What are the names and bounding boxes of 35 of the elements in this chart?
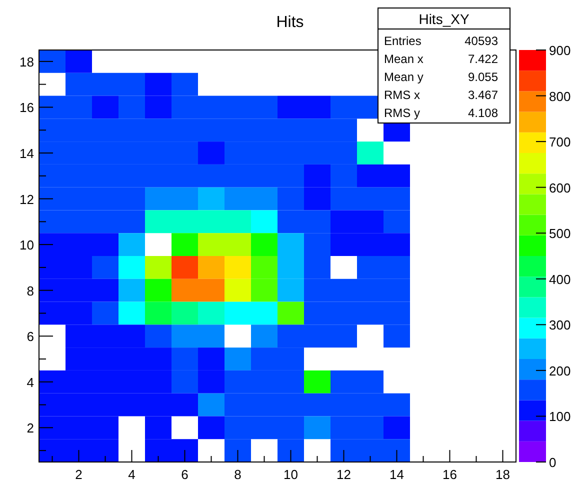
y-tick-label: 10	[20, 238, 34, 253]
x-tick-label: 12	[336, 467, 351, 482]
x-tick-label: 8	[234, 467, 242, 482]
y-tick-label: 18	[20, 54, 34, 70]
y-tick-label: 16	[20, 100, 34, 116]
text: RMS y 4.108	[384, 106, 498, 120]
color-bar-label: 0	[549, 455, 556, 470]
color-bar-label: 100	[549, 409, 571, 424]
color-bar-label: 300	[549, 318, 571, 333]
x-tick-label: 4	[128, 467, 136, 482]
color-bar-label: 500	[549, 226, 571, 242]
x-tick-label: 16	[442, 467, 457, 482]
x-tick-label: 14	[390, 467, 404, 482]
y-tick-label: 2	[26, 420, 34, 436]
chart-title: Hits	[276, 14, 304, 31]
color-bar-label: 400	[549, 272, 571, 287]
x-tick-label: 2	[75, 467, 82, 482]
x-tick-label: 18	[496, 467, 510, 482]
color-bar-label: 900	[549, 43, 571, 58]
y-tick-label: 6	[26, 329, 34, 344]
color-bar-label: 600	[549, 180, 571, 196]
y-tick-label: 14	[20, 146, 34, 161]
text: Mean y 9.055	[384, 70, 498, 84]
x-tick-label: 6	[181, 467, 188, 482]
text: Mean x 7.422	[384, 52, 498, 66]
text: Entries 40593	[384, 34, 498, 48]
text: Hits_XY	[418, 11, 470, 27]
color-bar-label: 200	[549, 363, 571, 378]
color-bar-label: 800	[549, 88, 571, 104]
y-tick-label: 4	[26, 374, 34, 390]
color-bar-label: 700	[549, 134, 571, 150]
y-tick-label: 12	[20, 192, 34, 207]
text: RMS x 3.467	[384, 88, 498, 102]
y-tick-label: 8	[26, 283, 34, 298]
x-tick-label: 10	[284, 467, 298, 482]
